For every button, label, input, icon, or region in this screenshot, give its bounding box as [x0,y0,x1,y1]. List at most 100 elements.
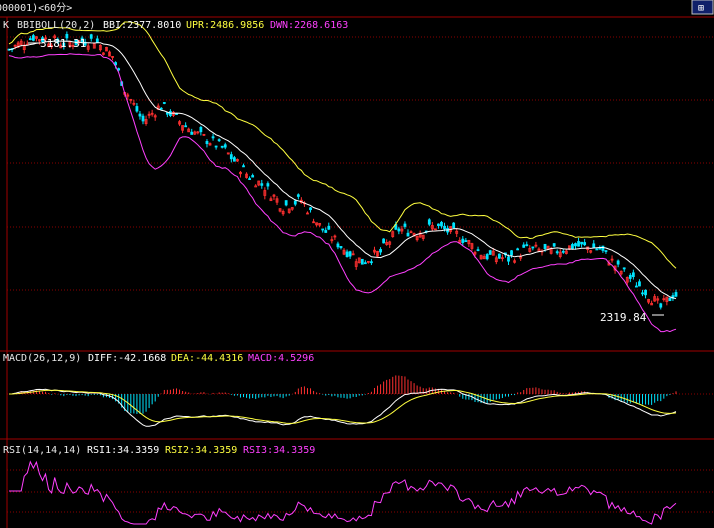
candle-body [674,292,678,297]
dea-line [9,389,677,424]
candle-body [13,44,17,47]
candle-body [385,242,389,245]
candle-body [111,56,114,58]
macd-histogram [11,375,677,414]
candle-body [561,250,565,253]
candle-body [53,35,57,39]
candle-body [86,45,90,50]
candle-body [485,254,489,260]
main-legend: K BBIBOLL(20,2) BBI:2377.8010 UPR:2486.9… [3,20,348,31]
candle-body [272,194,276,197]
rsi-indicator-name: RSI(14,14,14) [3,445,81,456]
candle-body [41,37,44,42]
candle-body [574,243,577,247]
candle-body [455,230,459,234]
candle-body [248,178,252,181]
candle-body [558,251,562,257]
candle-body [108,51,111,57]
candle-body [348,251,352,257]
candle-body [616,260,620,265]
rsi2-value: RSI2:34.3359 [165,445,237,456]
candle-body [217,139,221,142]
candle-body [31,35,35,41]
candle-body [290,207,294,210]
candle-body [433,228,437,231]
candle-body [327,225,331,230]
candle-body [141,115,145,122]
candle-body [324,230,328,233]
window-title: 000001)<60分> [0,2,72,14]
rsi3-value: RSI3:34.3359 [243,445,315,456]
candle-body [373,249,376,253]
rsi-line [9,460,677,525]
candle-body [668,297,672,302]
candle-body [330,239,334,242]
candle-body [619,270,623,275]
candle-body [315,222,319,226]
candle-body [500,257,504,260]
candle-body [211,136,215,139]
candle-body [641,292,644,295]
candle-body [525,244,529,247]
candle-body [360,258,364,265]
candle-body [229,154,233,160]
candle-body [132,102,136,105]
macd-indicator-name: MACD(26,12,9) [3,353,81,364]
candle-body [138,113,142,117]
candle-body [77,40,81,42]
candle-body [592,243,596,249]
dea-value: DEA:-44.4316 [171,353,243,364]
candle-body [403,223,407,227]
rsi-legend: RSI(14,14,14) RSI1:34.3359 RSI2:34.3359 … [3,445,315,456]
candle-body [604,250,608,252]
candle-body [564,250,568,254]
candle-body [296,194,300,197]
candle-body [126,94,130,97]
candle-body [659,303,663,308]
candle-body [281,211,285,215]
candle-body [35,36,38,39]
candle-body [427,219,431,225]
candle-body [628,274,632,279]
candle-body [491,250,495,256]
candle-body [531,246,535,249]
candle-body [251,175,255,178]
main-prefix: K [3,20,9,31]
candle-body [430,225,434,230]
candle-body [50,45,54,48]
candle-body [595,248,599,251]
dwn-value: DWN:2268.6163 [270,20,348,31]
candle-body [196,131,200,134]
candle-body [653,296,657,302]
candle-body [150,112,154,115]
candle-body [102,52,105,55]
candle-body [467,240,471,245]
candle-body [220,145,224,148]
candle-body [555,251,559,254]
candle-body [117,68,121,71]
candle-body [257,180,261,186]
candle-body [391,231,395,237]
candle-body [309,207,312,211]
candle-body [232,157,236,162]
candle-body [47,43,50,48]
low-price-label: 2319.84 [600,311,647,324]
candle-body [370,261,373,264]
candle-body [647,298,650,303]
candle-body [622,267,626,270]
candle-body [631,272,635,278]
candle-body [159,107,163,110]
candle-body [497,253,501,259]
candle-body [205,141,209,145]
window-control-button[interactable] [691,0,714,15]
candle-body [421,234,425,239]
candle-body [223,144,227,148]
candle-body [351,253,355,256]
candle-body [44,37,47,40]
candle-body [65,33,69,39]
candle-body [354,261,358,267]
candle-body [494,257,498,263]
candle-body [239,171,242,175]
rsi1-value: RSI1:34.3359 [87,445,159,456]
candle-body [254,185,258,188]
